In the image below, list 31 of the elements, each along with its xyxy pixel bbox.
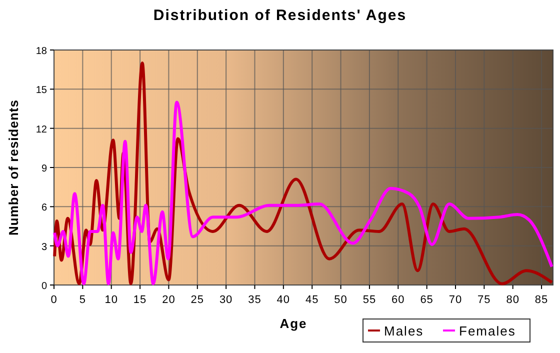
x-tick-label: 75: [478, 294, 491, 306]
x-tick-label: 0: [50, 294, 58, 306]
x-tick-label: 15: [133, 294, 147, 306]
x-tick-label: 70: [448, 294, 462, 306]
x-tick-label: 40: [276, 294, 290, 306]
x-tick-label: 80: [506, 294, 520, 306]
y-tick-label: 18: [36, 46, 48, 57]
chart-title: Distribution of Residents' Ages: [153, 7, 407, 24]
y-tick-label: 3: [41, 242, 48, 253]
y-tick-label: 9: [41, 164, 48, 174]
y-axis-title: Number of residents: [6, 100, 21, 236]
x-tick-label: 45: [305, 294, 319, 306]
y-tick-label: 6: [41, 202, 48, 214]
y-tick-label: 12: [36, 124, 48, 136]
x-tick-label: 10: [104, 294, 118, 306]
legend-label: Females: [459, 324, 516, 338]
x-axis-title: Age: [280, 316, 308, 331]
x-tick-label: 50: [334, 294, 348, 306]
x-tick-label: 35: [248, 294, 262, 306]
x-tick-label: 5: [79, 294, 86, 306]
x-tick-label: 25: [190, 294, 204, 306]
x-tick-label: 20: [162, 294, 176, 306]
x-tick-label: 30: [219, 294, 233, 306]
legend-label: Males: [384, 324, 424, 338]
x-tick-label: 55: [362, 294, 376, 306]
y-tick-label: 0: [41, 281, 48, 292]
x-tick-label: 65: [420, 294, 434, 306]
y-tick-label: 15: [36, 85, 48, 96]
x-tick-label: 85: [534, 294, 548, 306]
x-tick-label: 60: [392, 294, 405, 306]
line-series: [53, 100, 554, 286]
